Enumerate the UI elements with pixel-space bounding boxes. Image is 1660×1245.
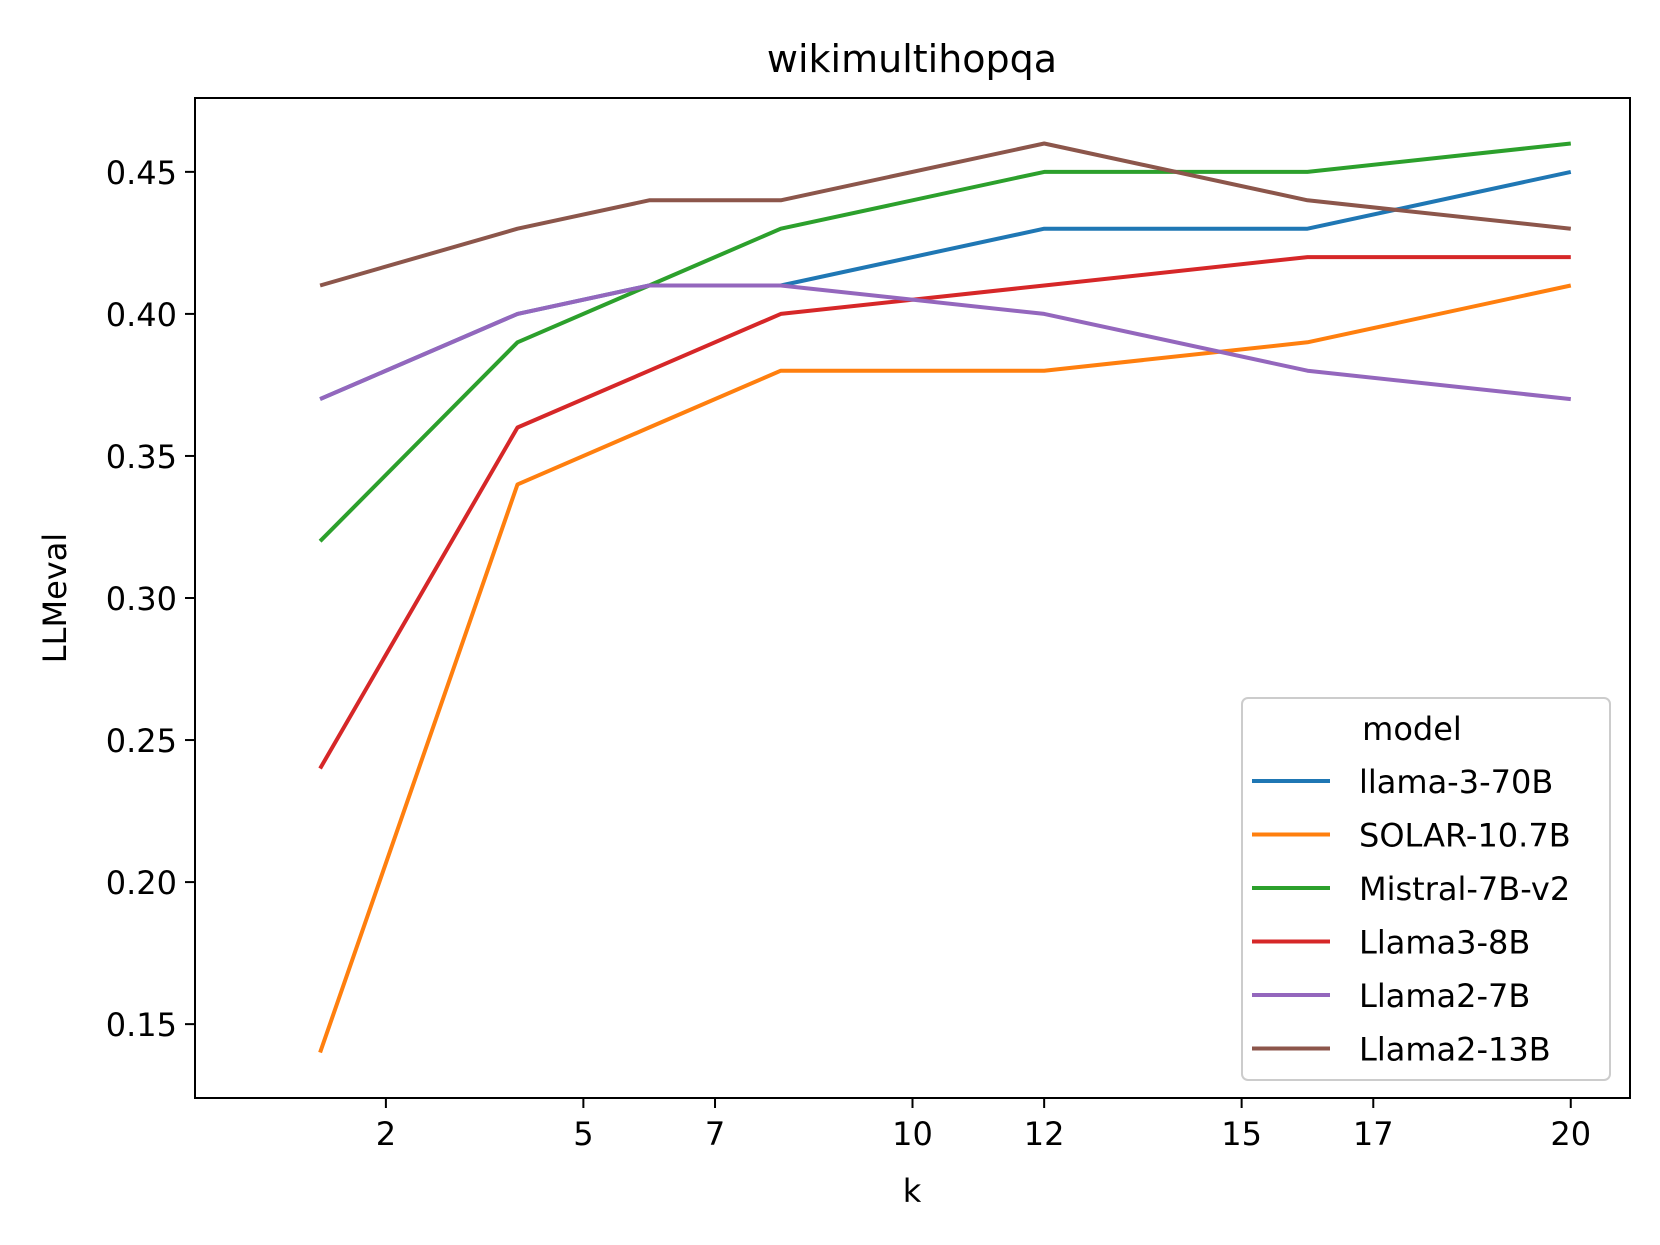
x-tick-label: 12 — [1024, 1115, 1065, 1153]
x-tick-label: 15 — [1221, 1115, 1262, 1153]
x-tick-label: 20 — [1550, 1115, 1591, 1153]
x-tick-label: 17 — [1353, 1115, 1394, 1153]
legend-title: model — [1362, 710, 1462, 748]
y-tick-label: 0.30 — [106, 580, 177, 618]
x-tick-label: 10 — [892, 1115, 933, 1153]
x-tick-label: 5 — [573, 1115, 593, 1153]
legend: model llama-3-70B SOLAR-10.7B Mistral-7B-v… — [1242, 698, 1610, 1080]
y-tick-label: 0.25 — [106, 722, 177, 760]
x-tick-label: 2 — [376, 1115, 396, 1153]
y-axis-label: LLMeval — [36, 533, 74, 663]
y-tick-label: 0.20 — [106, 864, 177, 902]
series-line-llama2-7b — [320, 286, 1571, 400]
series-line-llama-3-70b — [320, 172, 1571, 399]
legend-label: Llama3-8B — [1359, 924, 1530, 962]
y-tick-label: 0.45 — [106, 154, 177, 192]
x-axis-label: k — [903, 1172, 922, 1210]
y-tick-label: 0.35 — [106, 438, 177, 476]
legend-label: Llama2-7B — [1359, 977, 1530, 1015]
legend-label: SOLAR-10.7B — [1359, 817, 1571, 855]
y-tick-label: 0.15 — [106, 1006, 177, 1044]
x-tick-label: 7 — [705, 1115, 725, 1153]
chart-title: wikimultihopqa — [767, 37, 1057, 81]
legend-label: Llama2-13B — [1359, 1031, 1551, 1069]
legend-label: llama-3-70B — [1359, 763, 1553, 801]
x-axis-ticks: 2 5 7 10 12 15 17 20 — [376, 1098, 1591, 1153]
legend-label: Mistral-7B-v2 — [1359, 870, 1570, 908]
series-line-mistral-7b-v2 — [320, 144, 1571, 542]
y-tick-label: 0.40 — [106, 296, 177, 334]
y-axis-ticks: 0.15 0.20 0.25 0.30 0.35 0.40 0.45 — [106, 154, 195, 1044]
